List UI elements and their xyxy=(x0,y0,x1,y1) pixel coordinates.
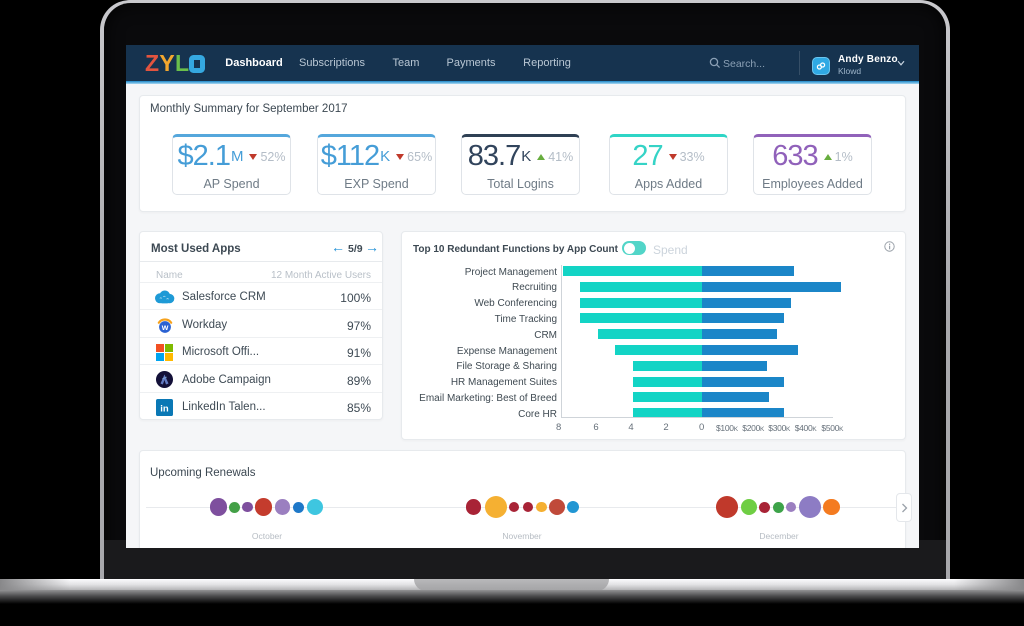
svg-text:in: in xyxy=(160,404,169,415)
svg-text:w: w xyxy=(161,322,169,332)
